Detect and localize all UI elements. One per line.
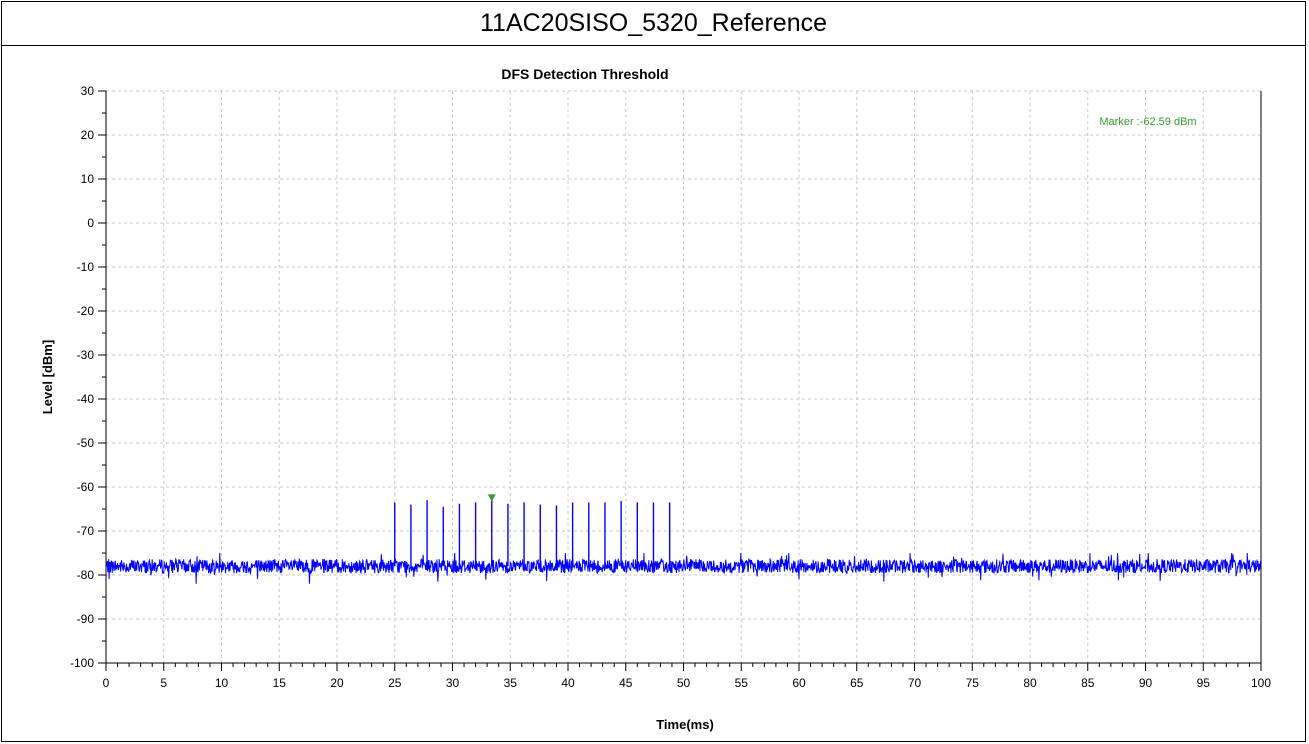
y-tick-label: -90 (77, 612, 95, 626)
y-tick-label: -30 (77, 348, 95, 362)
x-tick-label: 55 (735, 676, 749, 690)
y-tick-label: -100 (70, 656, 94, 670)
x-tick-label: 15 (273, 676, 287, 690)
x-tick-label: 85 (1081, 676, 1095, 690)
x-tick-label: 65 (850, 676, 864, 690)
marker-readout: Marker :-62.59 dBm (1099, 116, 1196, 128)
x-tick-label: 75 (966, 676, 980, 690)
x-tick-label: 20 (330, 676, 344, 690)
y-tick-label: 30 (81, 84, 95, 98)
y-tick-label: -60 (77, 480, 95, 494)
x-tick-label: 90 (1139, 676, 1153, 690)
chart-title: DFS Detection Threshold (501, 66, 668, 82)
signal-trace (105, 498, 1262, 584)
marker (487, 494, 496, 502)
x-tick-label: 80 (1023, 676, 1037, 690)
y-tick-label: -20 (77, 304, 95, 318)
y-tick-label: -10 (77, 260, 95, 274)
x-tick-label: 40 (561, 676, 575, 690)
x-tick-label: 0 (103, 676, 110, 690)
y-tick-label: -40 (77, 392, 95, 406)
axes: 0 5 10 15 20 25 30 35 40 45 50 55 60 65 70 75 80 85 90 95 10… (70, 84, 1271, 690)
x-tick-label: 45 (619, 676, 633, 690)
x-tick-label: 5 (160, 676, 167, 690)
y-tick-label: 20 (81, 128, 95, 142)
y-tick-label: -80 (77, 568, 95, 582)
x-tick-label: 10 (215, 676, 229, 690)
x-tick-label: 60 (792, 676, 806, 690)
x-tick-label: 25 (388, 676, 402, 690)
dfs-threshold-chart: DFS Detection Threshold Level [dBm] Time… (40, 66, 1271, 732)
x-tick-label: 70 (908, 676, 922, 690)
x-tick-label: 100 (1251, 676, 1271, 690)
y-axis-title: Level [dBm] (40, 340, 55, 414)
noise-floor-trace (105, 552, 1262, 584)
x-tick-label: 35 (504, 676, 518, 690)
x-axis-title: Time(ms) (656, 717, 714, 732)
marker-triangle (487, 494, 496, 502)
y-tick-label: 0 (87, 216, 94, 230)
grid (106, 90, 1262, 663)
y-tick-label: -50 (77, 436, 95, 450)
x-tick-label: 95 (1197, 676, 1211, 690)
x-tick-label: 50 (677, 676, 691, 690)
y-tick-label: 10 (81, 172, 95, 186)
x-tick-label: 30 (446, 676, 460, 690)
y-tick-label: -70 (77, 524, 95, 538)
report-title: 11AC20SISO_5320_Reference (2, 2, 1305, 46)
